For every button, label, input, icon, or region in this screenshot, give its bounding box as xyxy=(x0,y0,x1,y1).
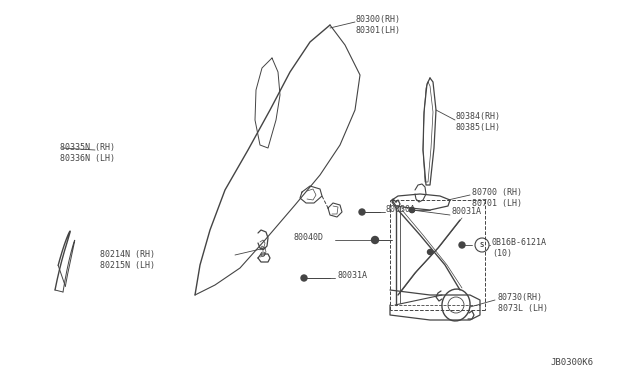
Text: JB0300K6: JB0300K6 xyxy=(550,358,593,367)
Text: 80214N (RH)
80215N (LH): 80214N (RH) 80215N (LH) xyxy=(100,250,155,270)
Text: 80031A: 80031A xyxy=(452,207,482,216)
Circle shape xyxy=(410,208,415,212)
Text: 80730(RH)
8073L (LH): 80730(RH) 8073L (LH) xyxy=(498,293,548,313)
Circle shape xyxy=(410,208,415,212)
Circle shape xyxy=(359,209,365,215)
Circle shape xyxy=(371,237,378,244)
Text: 80384(RH)
80385(LH): 80384(RH) 80385(LH) xyxy=(455,112,500,132)
Text: 80030A: 80030A xyxy=(386,205,416,214)
Text: 80031A: 80031A xyxy=(337,271,367,280)
Text: 0B16B-6121A
(10): 0B16B-6121A (10) xyxy=(492,238,547,258)
Circle shape xyxy=(428,250,433,254)
Text: 80300(RH)
80301(LH): 80300(RH) 80301(LH) xyxy=(355,15,400,35)
Circle shape xyxy=(301,275,307,281)
Circle shape xyxy=(459,242,465,248)
Text: S: S xyxy=(480,242,484,248)
Text: 80335N (RH)
80336N (LH): 80335N (RH) 80336N (LH) xyxy=(60,143,115,163)
Text: 80700 (RH)
80701 (LH): 80700 (RH) 80701 (LH) xyxy=(472,188,522,208)
Text: 80040D: 80040D xyxy=(293,233,323,242)
